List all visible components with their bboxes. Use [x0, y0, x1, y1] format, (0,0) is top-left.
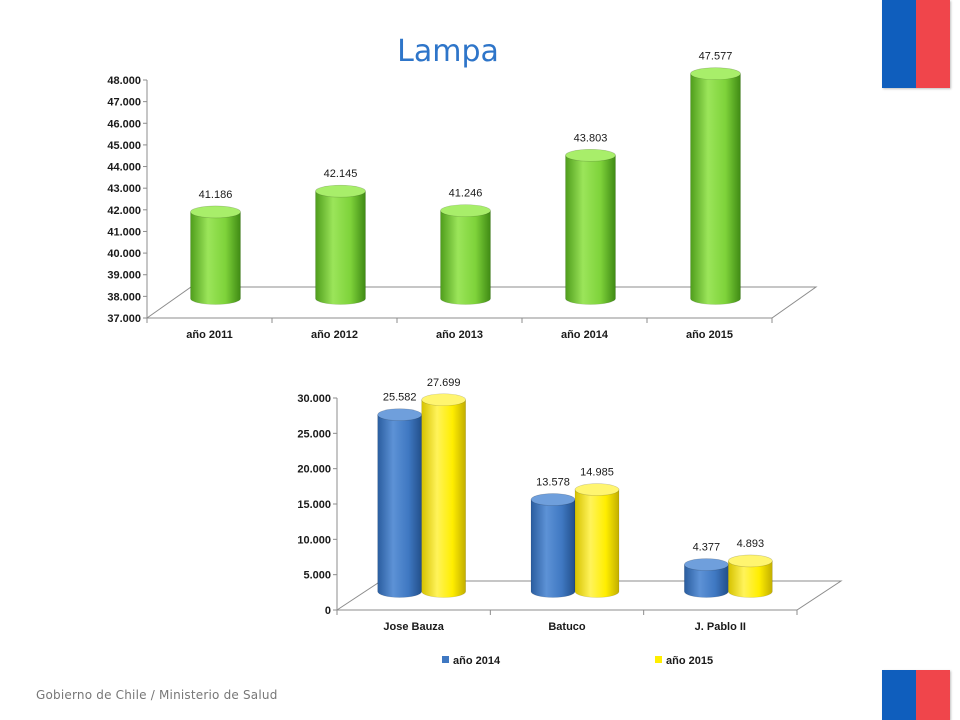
y-tick-label: 41.000 [107, 226, 141, 238]
x-tick-label: año 2012 [311, 329, 358, 341]
y-tick-label: 47.000 [107, 97, 141, 109]
y-tick-label: 0 [325, 605, 331, 617]
bar [728, 554, 773, 598]
bar-top [377, 408, 422, 422]
legend-label: año 2015 [666, 655, 713, 667]
bar [190, 205, 241, 305]
legend-swatch [442, 656, 449, 663]
y-tick-label: 39.000 [107, 270, 141, 282]
bar [690, 67, 741, 305]
bar-top [315, 184, 366, 198]
bar-top [574, 483, 620, 496]
bar-body [684, 564, 729, 598]
slide-title: Lampa [397, 34, 499, 69]
bar-body [377, 414, 422, 598]
y-tick-label: 44.000 [107, 162, 141, 174]
bar-top [565, 149, 616, 162]
bar-top [421, 393, 466, 407]
x-tick-label: año 2015 [686, 329, 733, 341]
y-tick-label: 48.000 [107, 75, 141, 87]
data-label: 4.377 [693, 542, 721, 554]
x-tick-label: J. Pablo II [695, 621, 746, 633]
flag-top-blue-band [882, 0, 916, 88]
y-tick-label: 30.000 [297, 393, 331, 405]
flag-top-icon [882, 0, 950, 88]
data-label: 43.803 [574, 132, 608, 144]
flag-bottom-icon [882, 670, 950, 720]
bar-top [440, 204, 491, 217]
data-label: 41.186 [199, 189, 233, 201]
data-label: 13.578 [536, 477, 570, 489]
bar-top [530, 493, 576, 506]
y-tick-label: 38.000 [107, 291, 141, 303]
y-tick-label: 10.000 [297, 534, 331, 546]
x-tick-label: Jose Bauza [383, 621, 444, 633]
data-label: 4.893 [737, 538, 765, 550]
y-tick-label: 45.000 [107, 140, 141, 152]
y-tick-label: 46.000 [107, 118, 141, 130]
bar [377, 408, 422, 598]
x-tick-label: año 2011 [186, 329, 232, 341]
y-tick-label: 15.000 [297, 499, 331, 511]
chart-lampa-years: 37.000 38.000 39.000 40.000 41.000 42.000 43.0… [107, 51, 818, 341]
y-tick-label: 5.000 [303, 570, 331, 582]
bar [684, 558, 729, 598]
y-tick-label: 43.000 [107, 183, 141, 195]
data-label: 47.577 [699, 51, 733, 63]
legend-swatch [655, 656, 662, 663]
bar-top [684, 558, 729, 571]
bar [315, 184, 366, 305]
flag-top-red-band [916, 0, 950, 88]
bar [530, 493, 576, 598]
data-label: 42.145 [324, 168, 358, 180]
bar-top [690, 67, 741, 80]
data-label: 25.582 [383, 392, 417, 404]
flag-bottom-red-band [916, 670, 950, 720]
bar-body [315, 190, 366, 305]
data-label: 27.699 [427, 377, 461, 389]
footer-text: Gobierno de Chile / Ministerio de Salud [36, 688, 278, 702]
bar-body [574, 489, 620, 598]
data-label: 41.246 [449, 188, 483, 200]
x-tick-label: Batuco [548, 621, 586, 633]
data-label: 14.985 [580, 467, 614, 479]
y-tick-label: 20.000 [297, 464, 331, 476]
bar [421, 393, 466, 598]
bar-top [190, 205, 241, 219]
bar-body [565, 155, 616, 305]
x-tick-label: año 2014 [561, 329, 609, 341]
bar-body [530, 499, 576, 598]
bar-body [421, 399, 466, 598]
bar-body [440, 210, 491, 305]
chart-lampa-centers: 0 5.000 10.000 15.000 20.000 25.000 30.000 Jose… [297, 377, 843, 667]
y-tick-label: 37.000 [107, 313, 141, 325]
flag-bottom-blue-band [882, 670, 916, 720]
y-tick-label: 40.000 [107, 248, 141, 260]
bar [565, 149, 616, 305]
legend-label: año 2014 [453, 655, 501, 667]
bar-body [690, 73, 741, 305]
y-tick-label: 25.000 [297, 428, 331, 440]
bar-body [728, 560, 773, 598]
bar [440, 204, 491, 305]
bar-top [728, 554, 773, 568]
y-tick-label: 42.000 [107, 205, 141, 217]
x-tick-label: año 2013 [436, 329, 483, 341]
bar-body [190, 211, 241, 305]
bar [574, 483, 620, 598]
